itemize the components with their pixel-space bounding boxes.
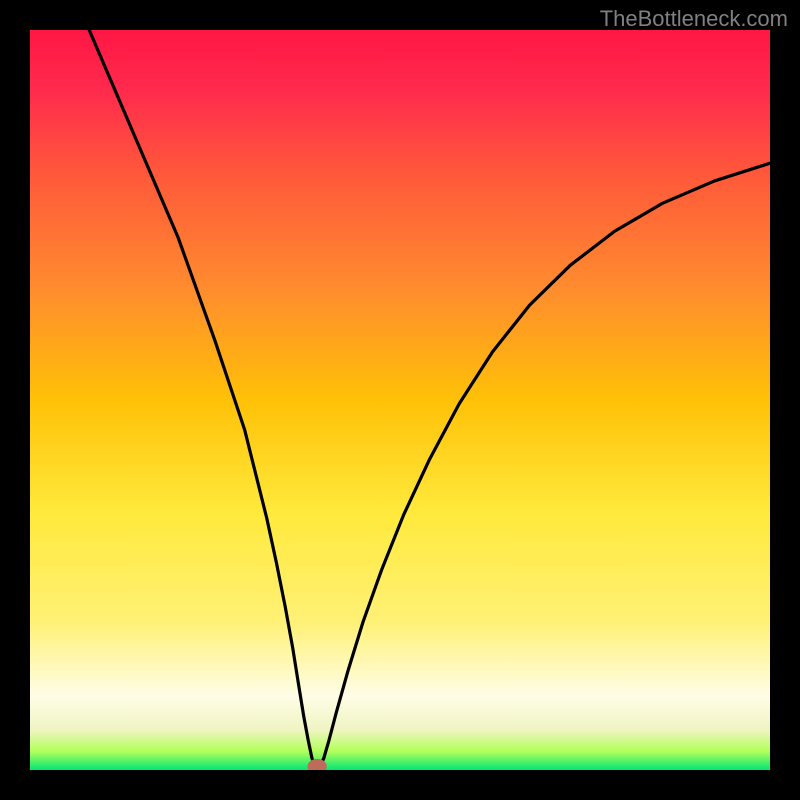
gradient-background <box>30 30 770 770</box>
outer-frame: TheBottleneck.com <box>0 0 800 800</box>
plot-area <box>30 30 770 770</box>
watermark-text: TheBottleneck.com <box>600 6 788 32</box>
plot-svg <box>30 30 770 770</box>
